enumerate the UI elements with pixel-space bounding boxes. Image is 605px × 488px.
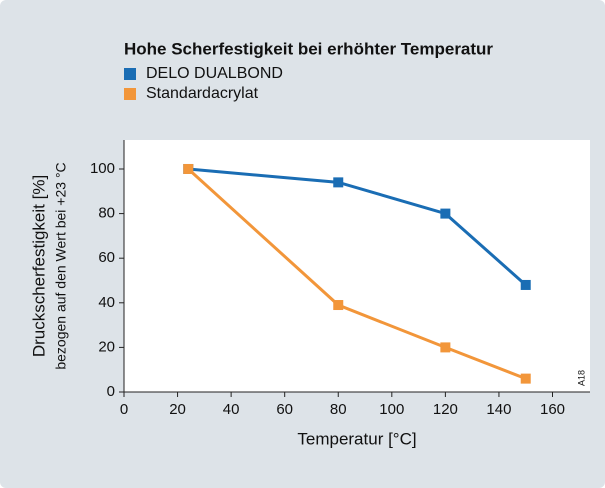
x-tick-label: 160 xyxy=(540,401,565,418)
chart-title: Hohe Scherfestigkeit bei erhöhter Temper… xyxy=(124,39,493,58)
y-tick-label: 20 xyxy=(98,338,115,355)
legend-swatch xyxy=(124,88,136,100)
y-axis-sublabel: bezogen auf den Wert bei +23 °C xyxy=(53,162,69,369)
x-tick-label: 40 xyxy=(223,401,240,418)
plot-area xyxy=(124,140,590,392)
x-tick-label: 80 xyxy=(330,401,347,418)
x-tick-label: 140 xyxy=(486,401,511,418)
y-tick-label: 60 xyxy=(98,249,115,266)
x-tick-label: 120 xyxy=(433,401,458,418)
legend-label: Standardacrylat xyxy=(146,85,259,102)
y-axis-label: Druckscherfestigkeit [%] xyxy=(29,175,48,357)
legend-swatch xyxy=(124,68,136,80)
x-tick-label: 20 xyxy=(169,401,186,418)
marker xyxy=(520,279,531,290)
x-tick-label: 100 xyxy=(379,401,404,418)
marker xyxy=(440,208,451,219)
series-line xyxy=(188,167,527,287)
marker xyxy=(183,163,194,174)
legend-label: DELO DUALBOND xyxy=(146,65,283,82)
x-tick-label: 60 xyxy=(276,401,293,418)
series-line xyxy=(187,167,527,381)
x-tick-label: 0 xyxy=(120,401,128,418)
x-axis-label: Temperatur [°C] xyxy=(297,429,416,448)
y-tick-label: 80 xyxy=(98,205,115,222)
y-tick-label: 0 xyxy=(107,383,115,400)
y-tick-label: 40 xyxy=(98,294,115,311)
marker xyxy=(440,342,451,353)
y-tick-label: 100 xyxy=(90,160,115,177)
annotation: A18 xyxy=(576,370,586,386)
marker xyxy=(333,177,344,188)
marker xyxy=(333,300,344,311)
marker xyxy=(520,373,531,384)
